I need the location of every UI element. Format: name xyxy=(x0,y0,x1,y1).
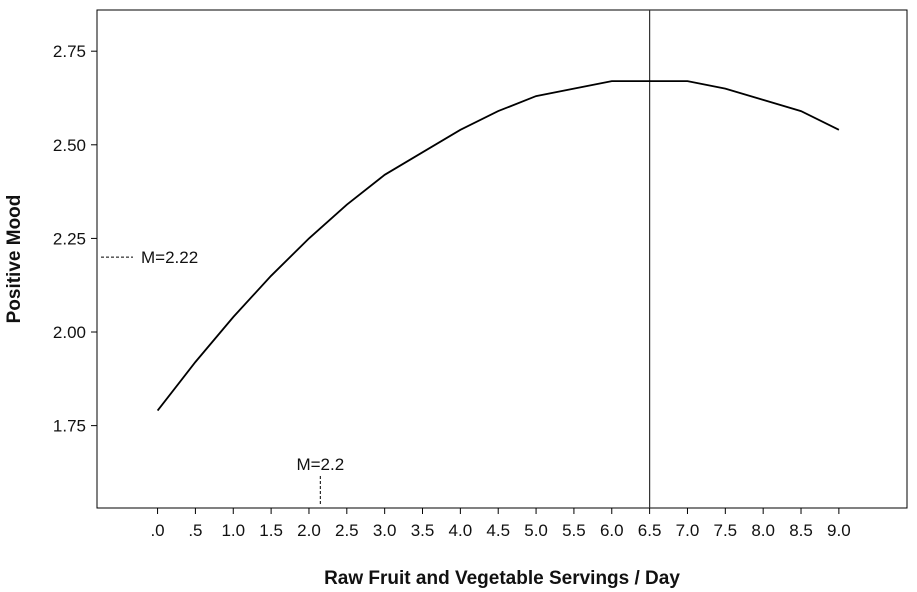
y-axis-title: Positive Mood xyxy=(4,195,25,324)
y-tick-label: 2.00 xyxy=(53,323,86,342)
x-axis-title: Raw Fruit and Vegetable Servings / Day xyxy=(324,568,680,589)
x-tick-label: 6.5 xyxy=(638,521,662,540)
x-tick-label: 5.5 xyxy=(562,521,586,540)
y-tick-label: 1.75 xyxy=(53,417,86,436)
x-tick-label: 6.0 xyxy=(600,521,624,540)
x-tick-label: .0 xyxy=(150,521,164,540)
y-axis-ticks: 1.75 2.00 2.25 2.50 2.75 xyxy=(53,42,97,436)
y-tick-label: 2.75 xyxy=(53,42,86,61)
x-tick-label: 7.0 xyxy=(676,521,700,540)
x-tick-label: 1.5 xyxy=(259,521,283,540)
annotations: M=2.22 M=2.2 xyxy=(101,248,344,506)
x-tick-label: 1.0 xyxy=(221,521,245,540)
x-tick-label: 8.0 xyxy=(751,521,775,540)
series-line xyxy=(156,80,840,412)
x-tick-label: 2.0 xyxy=(297,521,321,540)
annotation-label-y: M=2.22 xyxy=(141,248,198,267)
annotation-label-x: M=2.2 xyxy=(296,455,344,474)
plot-area-frame xyxy=(96,9,908,509)
x-axis-ticks: .0 .5 1.0 1.5 2.0 2.5 3.0 3.5 4.0 4.5 5.0 5.5 6.0 6.5… xyxy=(150,508,851,540)
x-tick-label: 5.0 xyxy=(524,521,548,540)
x-tick-label: 9.0 xyxy=(827,521,851,540)
x-tick-label: 3.5 xyxy=(411,521,435,540)
x-tick-label: 4.0 xyxy=(449,521,473,540)
x-tick-label: 7.5 xyxy=(713,521,737,540)
y-tick-label: 2.50 xyxy=(53,136,86,155)
x-tick-label: 4.5 xyxy=(486,521,510,540)
x-tick-label: 2.5 xyxy=(335,521,359,540)
y-tick-label: 2.25 xyxy=(53,229,86,248)
x-tick-label: 3.0 xyxy=(373,521,397,540)
x-tick-label: 8.5 xyxy=(789,521,813,540)
x-tick-label: .5 xyxy=(188,521,202,540)
